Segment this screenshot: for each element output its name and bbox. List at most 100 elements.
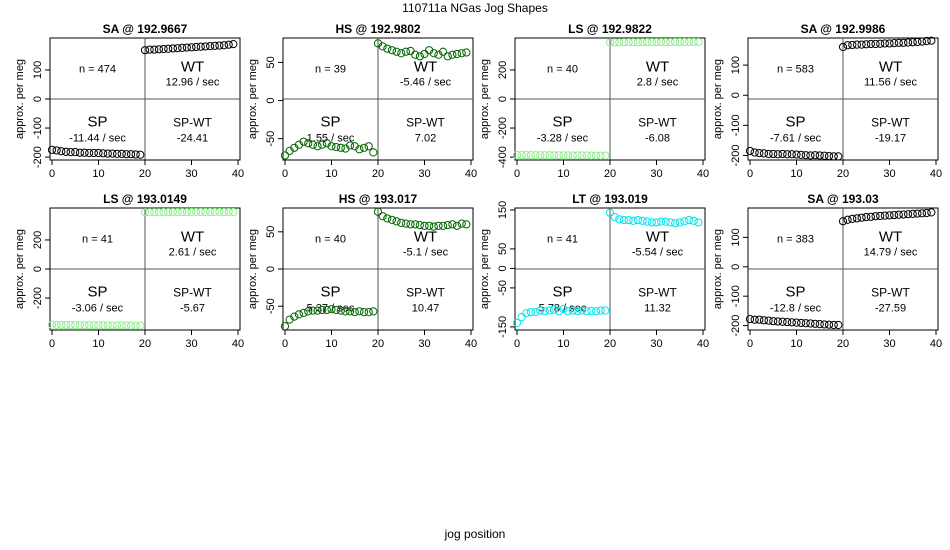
wt-point [866,39,876,49]
sp-point [304,307,313,316]
sp-point [336,143,345,152]
diff-value: -19.17 [875,133,906,145]
wt-point [383,44,392,53]
y-axis-label: approx. per meg [14,229,26,309]
wt-point [671,37,680,47]
y-tick-label: -100 [730,114,742,136]
wt-point [661,37,670,47]
sp-point [811,151,820,160]
wt-point [150,45,159,54]
sp-point [341,307,350,316]
wt-point [452,49,462,59]
wt-point [206,207,215,217]
n-label: n = 39 [315,64,346,76]
sp-point [52,146,61,155]
diff-value: 11.32 [644,303,671,315]
wt-point [182,43,191,52]
wt-point [857,40,866,49]
diff-label: SP-WT [871,116,910,130]
wt-point [619,38,629,47]
sp-rate: 1.55 / sec [307,133,355,145]
panel-2: HS @ 192.9802 0 10 20 30 40 -50 0 50 approx. per … [247,22,477,180]
sp-point [517,313,526,322]
wt-point [633,38,643,47]
diff-value: 10.47 [412,303,440,315]
sp-point [601,151,610,160]
sp-point [322,305,331,315]
x-tick-label: 40 [232,168,244,180]
sp-point [75,321,85,330]
sp-point [61,320,71,330]
y-tick-label: -200 [730,315,742,337]
sp-point [332,305,341,315]
wt-point [638,216,647,225]
wt-point [397,49,406,58]
wt-point [448,50,457,59]
x-tick-label: 0 [747,168,753,180]
sp-point [759,316,769,325]
sp-point [327,305,336,314]
x-tick-label: 20 [139,338,151,350]
sp-point [89,148,98,158]
sp-point [71,148,80,157]
sp-point [99,149,108,158]
wt-point [680,37,689,47]
y-tick-label: -50 [265,298,277,314]
x-tick-label: 20 [372,338,384,350]
y-axis-label: approx. per meg [247,229,259,309]
wt-point [899,38,908,47]
wt-point [196,42,205,51]
sp-point [355,145,364,154]
sp-point [792,150,801,159]
sp-point [596,151,605,160]
wt-point [215,207,224,217]
sp-point [783,150,792,159]
wt-rate: -5.46 / sec [400,77,452,89]
sp-point [369,148,378,157]
sp-point [318,140,327,149]
wt-point [862,40,871,49]
sp-point [582,151,591,160]
wt-label: WT [879,59,902,76]
wt-point [178,207,187,217]
wt-point [173,207,182,217]
wt-point [922,208,931,218]
wt-point [838,42,848,52]
n-label: n = 40 [315,234,346,246]
sp-rate: -12.8 / sec [770,303,822,315]
sp-point [801,151,810,160]
sp-point [122,321,131,330]
wt-point [927,36,936,45]
wt-point [415,221,424,230]
sp-point [526,307,536,317]
sp-point [280,322,290,331]
wt-point [666,218,675,227]
y-tick-label: -100 [730,285,742,307]
wt-point [150,208,159,217]
sp-point [336,306,345,315]
diff-label: SP-WT [173,286,212,300]
sp-point [80,321,89,330]
panel-title: SA @ 193.03 [807,192,879,206]
wt-point [684,37,694,47]
wt-point [894,210,903,219]
wt-point [647,37,656,47]
sp-point [564,151,573,160]
sp-point [131,321,140,330]
wt-point [605,208,615,217]
x-tick-label: 30 [185,168,197,180]
wt-point [192,42,201,52]
y-tick-label: 0 [497,265,509,271]
wt-point [406,46,415,56]
wt-point [633,215,643,225]
wt-point [378,42,387,51]
n-label: n = 583 [777,64,814,76]
sp-point [591,151,601,160]
wt-rate: 14.79 / sec [864,247,918,259]
y-tick-label: -200 [32,146,44,168]
panel-6: HS @ 193.017 0 10 20 30 40 -50 0 50 approx. per m… [247,192,477,350]
wt-point [843,41,852,50]
sp-point [108,321,117,330]
panel-7: LT @ 193.019 0 10 20 30 40 -150 -50 0 50 150 approx… [479,192,709,350]
sp-point [318,305,327,315]
